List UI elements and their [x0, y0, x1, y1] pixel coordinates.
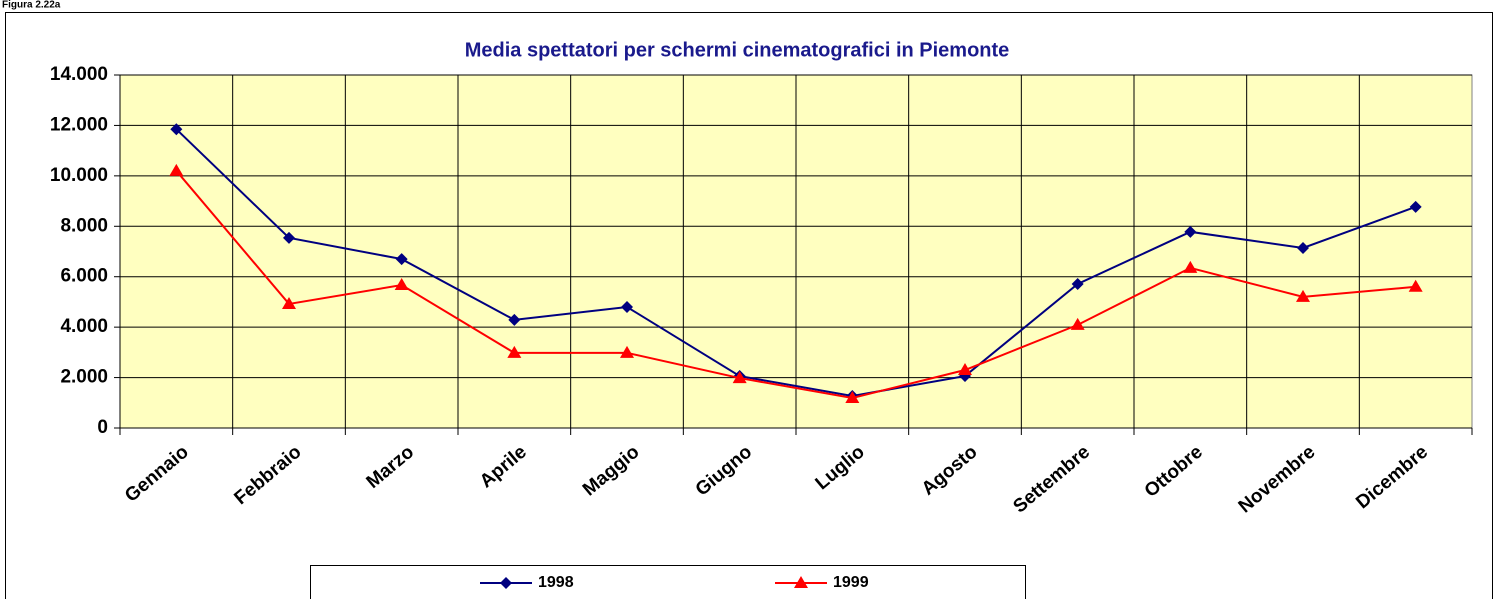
marker — [169, 163, 184, 176]
marker — [507, 345, 522, 358]
marker — [958, 363, 972, 376]
marker — [1071, 278, 1084, 291]
marker — [1408, 279, 1423, 292]
marker — [282, 296, 296, 309]
marker — [395, 253, 408, 266]
marker — [1070, 317, 1085, 330]
marker — [1297, 241, 1309, 254]
figure-label: Figura 2.22a — [2, 0, 61, 11]
marker — [1183, 260, 1198, 273]
marker — [394, 278, 409, 291]
y-tick-label: 8.000 — [60, 215, 108, 236]
y-tick-label: 12.000 — [50, 114, 108, 135]
series-line — [175, 128, 1417, 397]
legend — [310, 565, 1026, 599]
y-tick-label: 14.000 — [50, 64, 108, 85]
marker — [1296, 289, 1310, 302]
marker — [732, 371, 747, 384]
series-line — [175, 170, 1416, 400]
y-tick-label: 0 — [97, 417, 108, 438]
marker — [1409, 200, 1422, 213]
y-tick-label: 2.000 — [60, 367, 108, 388]
y-tick-label: 10.000 — [50, 165, 108, 186]
marker — [500, 577, 512, 589]
legend-label: 1998 — [538, 574, 574, 591]
marker — [621, 300, 633, 313]
marker — [283, 231, 295, 244]
chart-title: Media spettatori per schermi cinematogra… — [465, 39, 1010, 61]
y-tick-label: 6.000 — [60, 266, 108, 287]
marker — [508, 313, 521, 326]
marker — [845, 390, 860, 403]
marker — [620, 345, 634, 358]
y-tick-label: 4.000 — [60, 316, 108, 337]
marker — [1184, 225, 1197, 238]
marker — [794, 576, 808, 588]
legend-label: 1999 — [833, 574, 869, 591]
marker — [170, 123, 183, 136]
